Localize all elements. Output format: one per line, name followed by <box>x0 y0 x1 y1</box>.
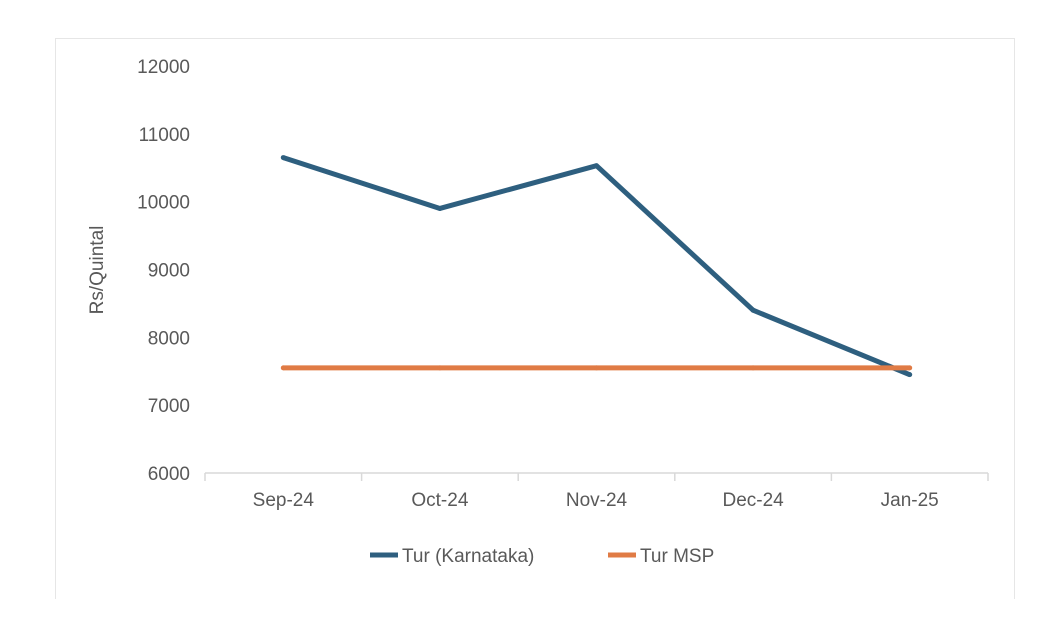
data-point <box>594 163 599 169</box>
x-tick-label: Dec-24 <box>722 490 784 511</box>
y-tick-label: 11000 <box>139 125 190 146</box>
data-point <box>280 155 286 161</box>
data-point <box>437 365 443 371</box>
x-tick-label: Oct-24 <box>411 490 468 511</box>
x-tick-label: Jan-25 <box>881 490 939 511</box>
y-axis-label: Rs/Quintal <box>87 226 108 315</box>
y-tick-label: 10000 <box>137 193 190 214</box>
y-tick-label: 7000 <box>148 396 190 417</box>
data-point <box>280 365 286 371</box>
series-line-1 <box>282 155 911 377</box>
data-point <box>907 365 913 371</box>
x-tick-label: Sep-24 <box>253 490 315 511</box>
chart-frame <box>55 38 1015 599</box>
data-point <box>437 205 443 211</box>
data-point <box>907 372 913 378</box>
legend-label: Tur MSP <box>640 546 714 567</box>
data-point <box>750 365 756 371</box>
y-tick-label: 8000 <box>148 328 190 349</box>
x-tick-label: Nov-24 <box>566 490 628 511</box>
y-tick-label: 6000 <box>148 464 190 485</box>
data-point <box>594 365 599 371</box>
legend-label: Tur (Karnataka) <box>402 546 534 567</box>
y-tick-label: 12000 <box>137 57 190 78</box>
y-tick-label: 9000 <box>148 261 190 282</box>
data-point <box>750 307 756 313</box>
